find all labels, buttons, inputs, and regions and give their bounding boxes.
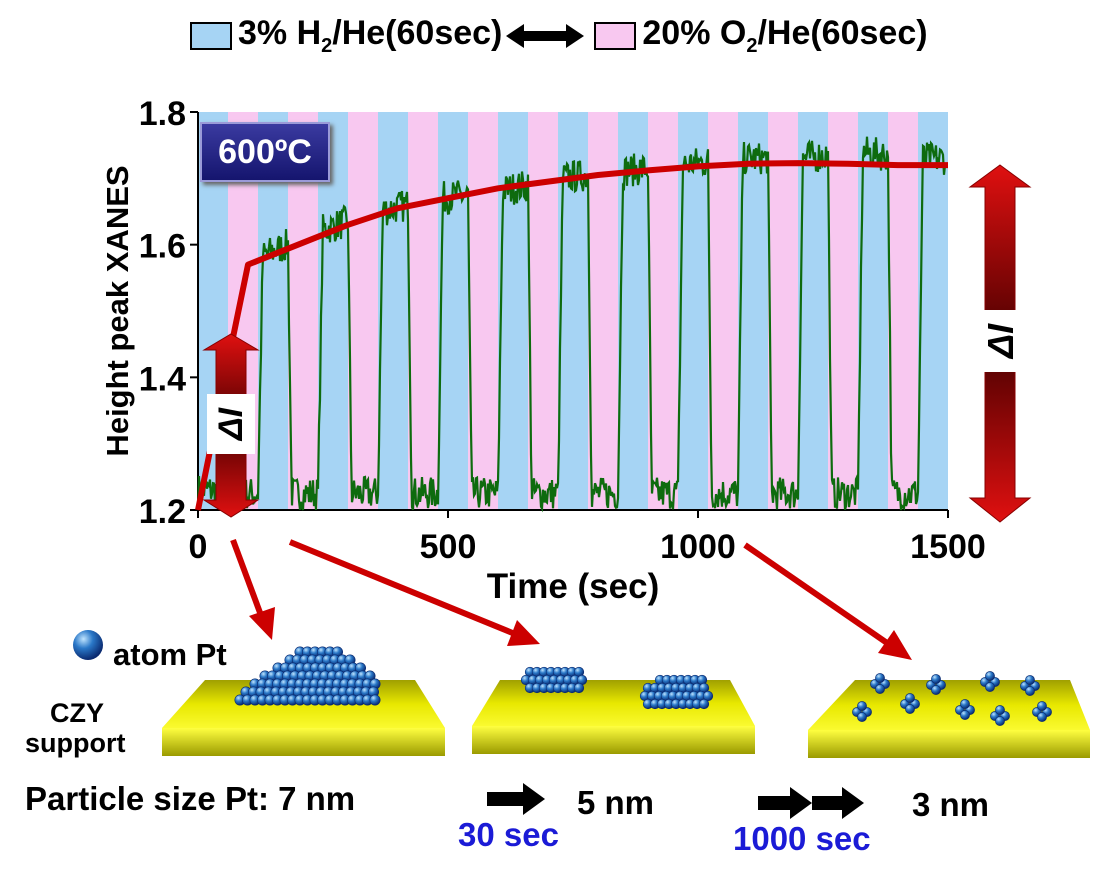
pt-atom <box>1025 675 1035 685</box>
pt-atom <box>857 701 867 711</box>
legend-label-o2: 20% O2/He(60sec) <box>642 14 928 57</box>
pt-atom <box>698 698 710 710</box>
pt-atom <box>995 705 1005 715</box>
arrow-icon <box>487 783 545 815</box>
delta-arrows: ΔI ΔI <box>202 164 1032 523</box>
support-label-2: support <box>25 728 126 758</box>
legend: 3% H2/He(60sec) 20% O2/He(60sec) <box>190 14 928 57</box>
band-o2 <box>708 112 738 510</box>
pt-atom <box>857 712 867 722</box>
band-h2 <box>498 112 528 510</box>
pt-atom <box>875 684 885 694</box>
pt-atom <box>985 682 995 692</box>
pt-atom <box>1037 712 1047 722</box>
pt-atom <box>985 671 995 681</box>
band-o2 <box>468 112 498 510</box>
pt-atom <box>573 682 585 694</box>
pt-atom <box>905 704 915 714</box>
pt-particles <box>234 646 1052 726</box>
pt-atom <box>1025 686 1035 696</box>
band-o2 <box>348 112 378 510</box>
pt-atom <box>960 699 970 709</box>
series-signal <box>196 136 947 513</box>
band-h2 <box>378 112 408 510</box>
pt-atom <box>1037 701 1047 711</box>
temperature-badge: 600ºC <box>200 122 330 182</box>
legend-label-h2: 3% H2/He(60sec) <box>238 14 503 57</box>
x-tick-label: 1000 <box>660 528 736 566</box>
pt-atom <box>931 685 941 695</box>
atom-label: atom Pt <box>113 637 227 672</box>
x-tick-label: 0 <box>189 528 208 566</box>
band-o2 <box>888 112 918 510</box>
time-label-1000: 1000 sec <box>733 820 871 857</box>
pt-atom <box>960 710 970 720</box>
particle-size-3: 3 nm <box>912 786 990 823</box>
pt-atom <box>905 693 915 703</box>
y-tick-label: 1.2 <box>139 493 186 531</box>
pointer-arrows <box>230 538 912 660</box>
arrow-icon <box>758 787 812 819</box>
band-o2 <box>768 112 798 510</box>
series-layer <box>195 136 948 513</box>
x-tick-label: 500 <box>420 528 477 566</box>
y-tick-label: 1.8 <box>139 95 186 133</box>
particle-size-label: Particle size Pt: 7 nm <box>25 780 356 817</box>
x-tick-label: 1500 <box>910 528 986 566</box>
atom-icon <box>73 630 103 660</box>
y-tick-label: 1.6 <box>139 228 186 266</box>
y-axis-label: Height peak XANES <box>100 165 135 456</box>
particle-size-2: 5 nm <box>577 784 655 821</box>
delta-label-right: ΔI <box>980 323 1021 360</box>
time-label-30: 30 sec <box>458 816 559 853</box>
series-trend <box>195 160 948 511</box>
support-label-1: CZY <box>50 698 104 728</box>
legend-swatch-o2 <box>594 22 637 50</box>
support-3 <box>808 680 1090 758</box>
pt-atom <box>702 690 714 702</box>
band-o2 <box>828 112 858 510</box>
axes: 1.2 1.4 1.6 1.8 0 500 1000 1500 Time (sec) Height… <box>100 95 986 606</box>
pt-atom <box>995 716 1005 726</box>
legend-swatch-h2 <box>190 22 232 50</box>
delta-label-left: ΔI <box>212 406 250 442</box>
pt-atom <box>369 694 381 706</box>
pt-atom <box>931 674 941 684</box>
x-axis-label: Time (sec) <box>487 567 660 606</box>
pt-atom <box>875 673 885 683</box>
band-h2 <box>438 112 468 510</box>
double-arrow-icon <box>506 24 585 48</box>
band-o2 <box>648 112 678 510</box>
band-o2 <box>528 112 558 510</box>
support-2 <box>472 680 755 754</box>
y-tick-label: 1.4 <box>139 360 186 398</box>
arrow-icon <box>812 787 864 819</box>
band-o2 <box>408 112 438 510</box>
